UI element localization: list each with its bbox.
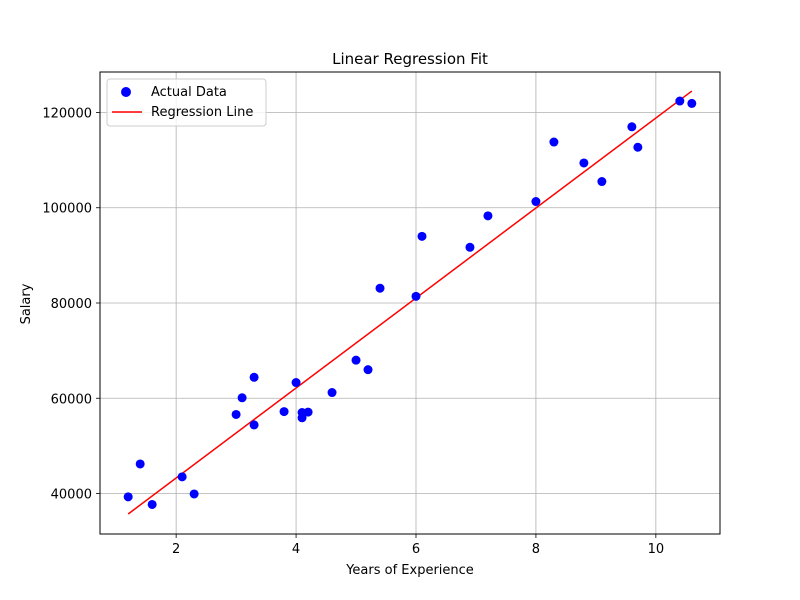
x-tick-label: 10 bbox=[648, 542, 665, 557]
y-axis-label: Salary bbox=[19, 283, 34, 324]
scatter-point bbox=[597, 177, 607, 187]
x-tick-label: 4 bbox=[292, 542, 300, 557]
scatter-point bbox=[327, 388, 337, 398]
scatter-point bbox=[417, 231, 427, 241]
scatter-point bbox=[363, 365, 373, 375]
scatter-point bbox=[249, 372, 259, 382]
legend-label-actual-data: Actual Data bbox=[151, 85, 227, 100]
y-tick-label: 120000 bbox=[42, 106, 92, 121]
scatter-point bbox=[237, 393, 247, 403]
scatter-point bbox=[531, 197, 541, 207]
scatter-point bbox=[633, 142, 643, 152]
x-axis-label: Years of Experience bbox=[345, 563, 474, 578]
x-tick-label: 6 bbox=[412, 542, 420, 557]
scatter-point bbox=[135, 459, 145, 469]
x-tick-label: 8 bbox=[532, 542, 540, 557]
scatter-point bbox=[303, 407, 313, 417]
scatter-point bbox=[177, 472, 187, 482]
legend-label-regression-line: Regression Line bbox=[151, 105, 253, 120]
scatter-point bbox=[687, 98, 697, 108]
scatter-point bbox=[291, 378, 301, 388]
y-tick-label: 60000 bbox=[51, 392, 92, 407]
regression-line bbox=[127, 90, 693, 515]
scatter-point bbox=[231, 409, 241, 419]
scatter-point bbox=[351, 355, 361, 365]
legend-marker-actual-data bbox=[121, 87, 131, 97]
x-tick-label: 2 bbox=[172, 542, 180, 557]
legend-box bbox=[106, 78, 267, 127]
scatter-point bbox=[279, 407, 289, 417]
scatter-point bbox=[483, 211, 493, 221]
scatter-point bbox=[675, 96, 685, 106]
scatter-point bbox=[627, 122, 637, 132]
grid bbox=[100, 72, 720, 534]
y-tick-label: 80000 bbox=[51, 297, 92, 312]
scatter-point bbox=[123, 492, 133, 502]
chart-title: Linear Regression Fit bbox=[332, 50, 488, 68]
scatter-point bbox=[375, 283, 385, 293]
scatter-point bbox=[249, 420, 259, 430]
scatter-point bbox=[549, 137, 559, 147]
legend: Actual Data Regression Line bbox=[106, 78, 267, 127]
axis-ticks: 2 4 6 8 10 40000 60000 80000 100000 120000 bbox=[42, 106, 664, 557]
scatter-point bbox=[465, 242, 475, 252]
scatter-point bbox=[411, 291, 421, 301]
y-tick-label: 100000 bbox=[42, 202, 92, 217]
scatter-point bbox=[189, 489, 199, 499]
scatter-point bbox=[147, 499, 157, 509]
scatter-point bbox=[579, 158, 589, 168]
y-tick-label: 40000 bbox=[51, 488, 92, 503]
plot-marks bbox=[123, 90, 697, 515]
